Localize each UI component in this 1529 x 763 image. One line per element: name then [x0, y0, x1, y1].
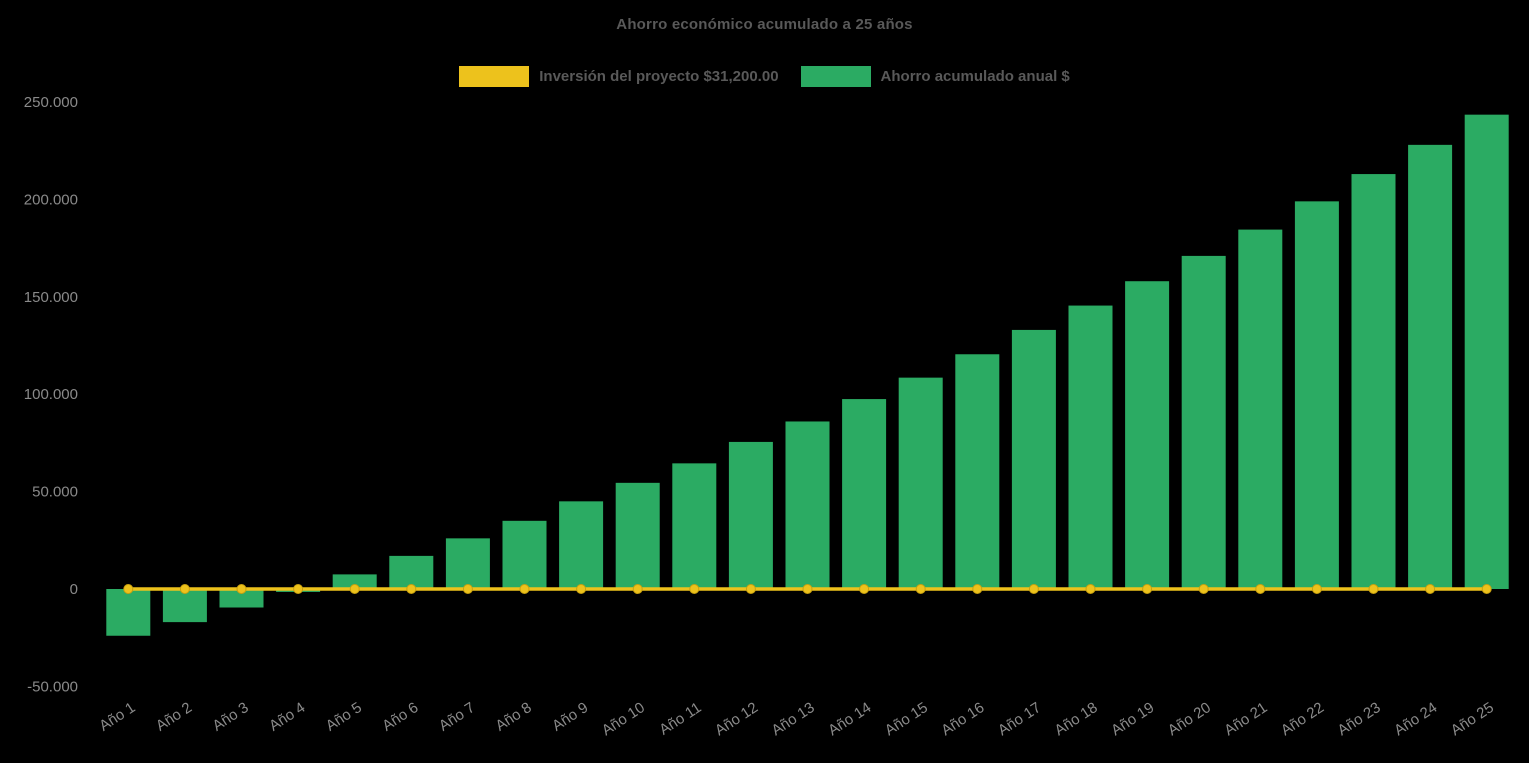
line-marker: [1311, 584, 1322, 594]
x-tick-label: Año 6: [379, 699, 421, 735]
y-tick-label: 0: [70, 581, 78, 598]
y-tick-label: 150.000: [24, 289, 78, 306]
bar: [332, 574, 377, 589]
line-marker: [859, 584, 870, 594]
bar: [1464, 114, 1509, 590]
line-marker: [972, 584, 983, 594]
bar: [672, 463, 717, 589]
line-marker: [179, 584, 190, 594]
line-marker: [1198, 584, 1209, 594]
x-tick-label: Año 2: [153, 699, 195, 735]
bar: [1238, 229, 1283, 589]
x-tick-label: Año 3: [210, 699, 252, 735]
bar: [1294, 201, 1339, 589]
legend-label-investment: Inversión del proyecto $31,200.00: [539, 68, 779, 85]
line-marker: [689, 584, 700, 594]
x-tick-label: Año 19: [1108, 699, 1157, 739]
line-marker: [519, 584, 530, 594]
x-tick-label: Año 21: [1221, 699, 1270, 739]
line-marker: [293, 584, 304, 594]
x-tick-label: Año 15: [882, 699, 931, 739]
bar: [1351, 174, 1396, 590]
x-tick-label: Año 9: [549, 699, 591, 735]
line-marker: [1085, 584, 1096, 594]
x-tick-label: Año 1: [96, 699, 138, 735]
y-tick-label: 200.000: [24, 191, 78, 208]
x-tick-label: Año 10: [599, 699, 648, 739]
x-tick-label: Año 24: [1391, 699, 1440, 739]
line-marker: [1028, 584, 1039, 594]
legend-label-savings: Ahorro acumulado anual $: [880, 68, 1070, 85]
legend-swatch-savings: [800, 66, 871, 87]
x-tick-label: Año 14: [825, 699, 874, 739]
line-marker: [1481, 584, 1492, 594]
y-tick-label: 250.000: [24, 94, 78, 111]
x-tick-label: Año 4: [266, 699, 308, 735]
bar: [842, 399, 887, 589]
x-tick-label: Año 18: [1052, 699, 1101, 739]
bar: [1068, 305, 1113, 589]
bar: [389, 555, 434, 589]
x-tick-label: Año 16: [938, 699, 987, 739]
bar: [502, 520, 547, 589]
y-tick-label: -50.000: [27, 678, 78, 695]
line-marker: [802, 584, 813, 594]
bar: [445, 538, 490, 589]
bar: [615, 482, 660, 589]
bar: [728, 441, 773, 589]
x-tick-label: Año 25: [1448, 699, 1497, 739]
bar: [898, 377, 943, 589]
line-marker: [1425, 584, 1436, 594]
line-marker: [349, 584, 360, 594]
line-marker: [745, 584, 756, 594]
line-marker: [236, 584, 247, 594]
x-tick-label: Año 12: [712, 699, 761, 739]
bar: [955, 354, 1000, 589]
line-marker: [462, 584, 473, 594]
line-marker: [406, 584, 417, 594]
bar: [1408, 144, 1453, 589]
x-tick-label: Año 20: [1165, 699, 1214, 739]
line-marker: [1142, 584, 1153, 594]
bar: [785, 421, 830, 589]
x-tick-label: Año 11: [656, 699, 704, 739]
x-tick-label: Año 23: [1335, 699, 1384, 739]
chart-legend: Inversión del proyecto $31,200.00 Ahorro…: [0, 66, 1529, 87]
bar: [1125, 281, 1170, 589]
x-tick-label: Año 22: [1278, 699, 1327, 739]
bar: [162, 589, 207, 623]
line-marker: [123, 584, 134, 594]
x-tick-label: Año 7: [436, 699, 478, 735]
bar: [106, 589, 151, 636]
line-marker: [1255, 584, 1266, 594]
bar: [219, 589, 264, 608]
chart-title: Ahorro económico acumulado a 25 años: [616, 16, 913, 33]
bar: [559, 501, 604, 589]
bar: [1181, 255, 1226, 589]
x-tick-label: Año 17: [995, 699, 1044, 739]
legend-item-savings[interactable]: Ahorro acumulado anual $: [800, 66, 1070, 87]
line-marker: [632, 584, 643, 594]
legend-item-investment[interactable]: Inversión del proyecto $31,200.00: [459, 66, 779, 87]
y-tick-label: 50.000: [32, 484, 78, 501]
bar: [1011, 329, 1056, 589]
line-marker: [576, 584, 587, 594]
x-tick-label: Año 5: [323, 699, 365, 735]
x-tick-label: Año 13: [769, 699, 818, 739]
legend-swatch-investment: [459, 66, 530, 87]
x-tick-label: Año 8: [493, 699, 535, 735]
y-tick-label: 100.000: [24, 386, 78, 403]
line-marker: [1368, 584, 1379, 594]
line-marker: [915, 584, 926, 594]
